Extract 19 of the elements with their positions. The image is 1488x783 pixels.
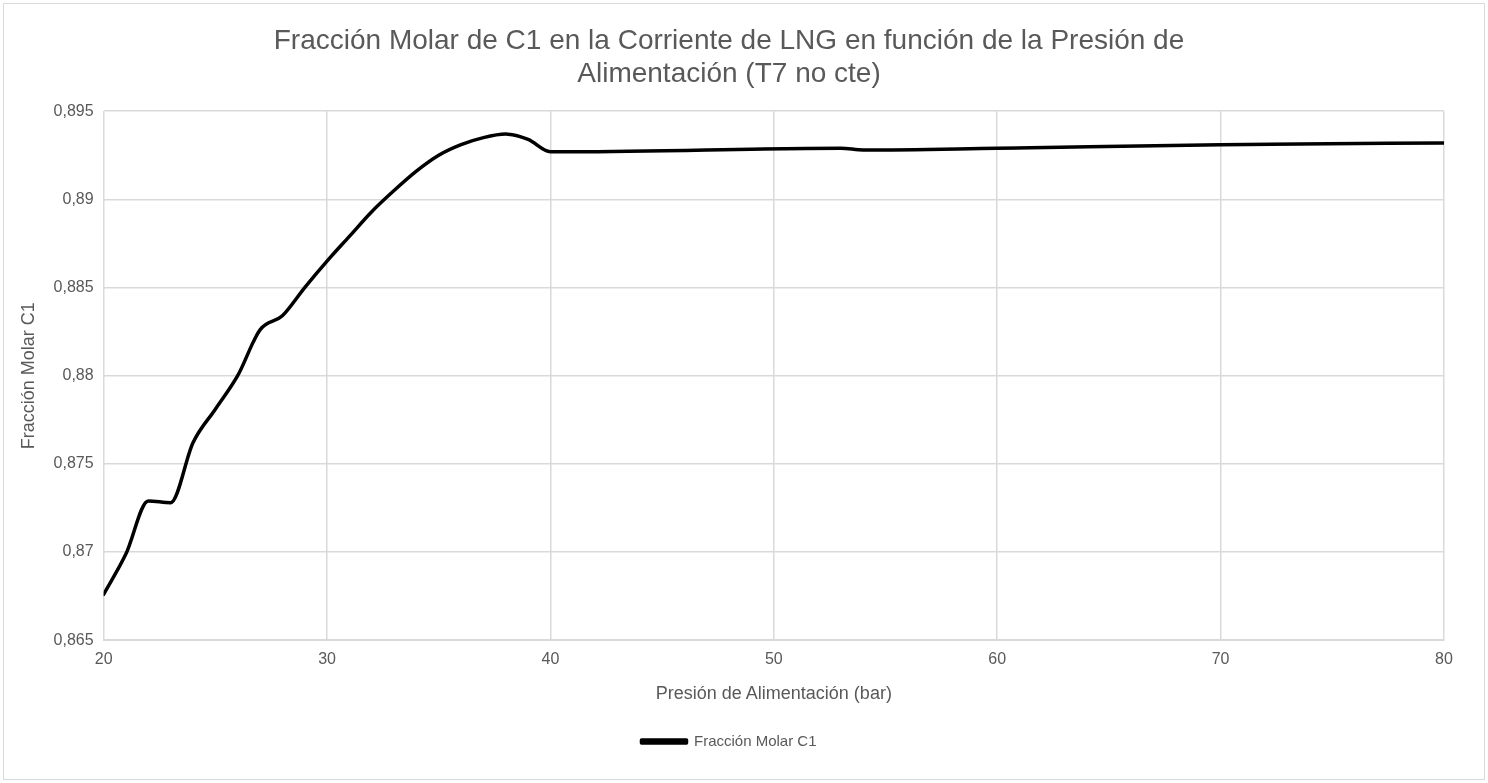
y-tick-label: 0,885 (53, 277, 94, 295)
x-tick-label: 70 (1211, 650, 1230, 668)
line-series (103, 132, 1444, 597)
x-tick-label: 20 (94, 650, 113, 668)
x-tick-label: 40 (541, 650, 560, 668)
chart-title: Fracción Molar de C1 en la Corriente de LNG en función de la Presión de Alimentación (T7 no cte) (273, 23, 1185, 89)
x-tick-label: 60 (988, 650, 1007, 668)
y-tick-label: 0,89 (62, 189, 94, 207)
x-tick-label: 80 (1435, 650, 1453, 668)
y-tick-label: 0,88 (62, 366, 94, 384)
y-axis-title: Fracción Molar C1 (17, 302, 38, 450)
y-tick-label: 0,865 (53, 630, 94, 648)
y-tick-label: 0,895 (53, 101, 94, 119)
x-tick-label: 30 (318, 650, 337, 668)
y-tick-label: 0,875 (53, 454, 94, 472)
y-tick-label: 0,87 (62, 542, 94, 560)
x-tick-label: 50 (764, 650, 783, 668)
x-axis-title: Presión de Alimentación (bar) (655, 683, 892, 704)
legend-label: Fracción Molar C1 (693, 731, 817, 749)
